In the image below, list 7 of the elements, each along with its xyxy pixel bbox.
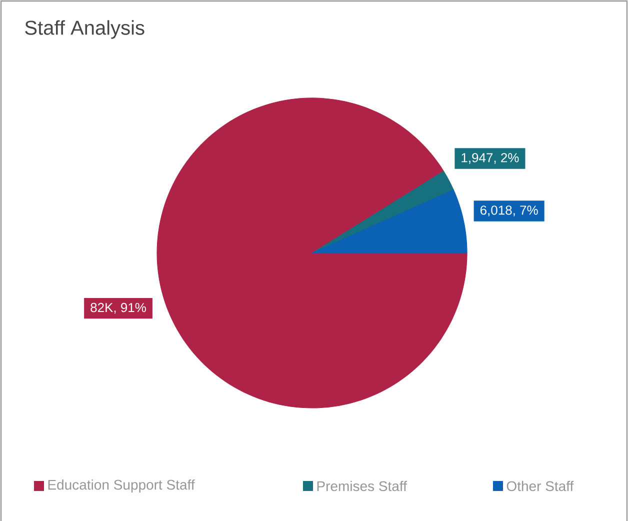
legend-label: Premises Staff (317, 480, 407, 492)
legend-label: Education Support Staff (48, 479, 195, 493)
data-label: 6,018, 7% (480, 206, 538, 216)
legend-label: Other Staff (506, 480, 574, 492)
data-label: 1,947, 2% (462, 153, 519, 164)
chart-title: Staff Analysis (25, 20, 144, 39)
data-label: 82K, 91% (90, 302, 146, 314)
